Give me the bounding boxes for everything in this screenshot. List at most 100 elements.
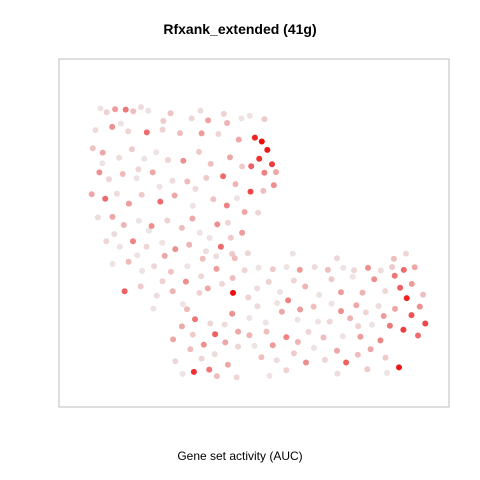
data-point [156, 183, 163, 190]
data-point [116, 154, 123, 161]
data-point [94, 214, 101, 221]
data-point [196, 148, 202, 155]
data-point [170, 336, 177, 343]
data-point [364, 366, 371, 373]
data-point [203, 248, 209, 255]
data-point [125, 128, 132, 135]
data-point [362, 309, 369, 316]
data-point [371, 276, 378, 283]
data-point [130, 108, 137, 115]
data-point [260, 187, 267, 194]
data-point [139, 267, 146, 274]
data-point [365, 264, 371, 271]
data-point [269, 161, 275, 168]
data-point [113, 190, 120, 197]
data-point [262, 319, 269, 326]
data-point [167, 268, 174, 275]
data-point [375, 303, 382, 309]
data-point [246, 315, 253, 321]
data-point [189, 202, 196, 209]
data-point [153, 149, 160, 156]
data-point [148, 223, 155, 229]
data-point [172, 246, 179, 253]
data-point [199, 255, 206, 262]
data-point [119, 171, 126, 177]
data-point [283, 264, 290, 270]
data-point [99, 149, 106, 156]
data-point [235, 136, 242, 143]
data-point [177, 130, 183, 137]
data-point [184, 263, 191, 270]
data-point [213, 253, 220, 260]
data-point [274, 300, 281, 306]
data-point [180, 301, 186, 308]
data-point [89, 145, 96, 152]
data-point [222, 339, 229, 346]
data-point [382, 354, 389, 361]
data-point [180, 157, 187, 164]
data-point [157, 198, 164, 205]
data-point [149, 169, 156, 176]
data-point [261, 169, 268, 176]
data-point [235, 343, 242, 350]
x-axis-label: Gene set activity (AUC) [177, 449, 303, 463]
data-point [200, 341, 207, 348]
data-point [324, 266, 331, 273]
data-point [206, 366, 213, 373]
data-point [339, 333, 346, 340]
data-point [251, 134, 258, 141]
data-point [290, 277, 297, 284]
data-point [408, 312, 415, 319]
data-point [217, 243, 224, 250]
data-point [289, 250, 296, 257]
data-point [384, 369, 390, 376]
data-point [400, 326, 407, 333]
data-point [247, 188, 254, 195]
data-point [88, 191, 95, 198]
data-point [305, 328, 312, 335]
data-point [135, 217, 142, 224]
data-point [316, 291, 323, 298]
data-point [266, 372, 273, 379]
data-point [377, 337, 384, 344]
data-point [254, 303, 261, 310]
data-point [172, 358, 179, 365]
data-point [396, 364, 402, 371]
data-point [231, 255, 238, 262]
data-point [328, 276, 335, 283]
data-point [187, 346, 194, 353]
data-point [203, 174, 210, 181]
data-point [390, 255, 397, 262]
data-point [296, 266, 303, 273]
data-point [349, 273, 356, 280]
data-point [151, 263, 158, 270]
data-point [377, 267, 384, 274]
data-point [347, 315, 354, 322]
data-point [334, 370, 341, 377]
data-point [273, 169, 279, 176]
data-point [189, 215, 196, 222]
data-point [382, 288, 389, 294]
data-point [214, 221, 221, 228]
data-point [285, 297, 292, 304]
data-point [239, 163, 246, 170]
data-point [386, 322, 393, 329]
data-point [248, 163, 255, 170]
data-point [220, 173, 227, 180]
data-point [109, 261, 116, 267]
data-point [213, 265, 220, 272]
data-point [224, 361, 231, 368]
data-point [403, 295, 410, 302]
data-point [179, 370, 186, 377]
data-point [213, 373, 220, 380]
data-point [135, 166, 142, 173]
data-point [137, 283, 144, 290]
data-point [165, 157, 171, 163]
data-point [392, 305, 398, 312]
data-point [278, 308, 285, 315]
data-point [164, 217, 171, 224]
data-point [206, 235, 213, 241]
data-point [254, 285, 261, 292]
data-point [227, 154, 233, 161]
